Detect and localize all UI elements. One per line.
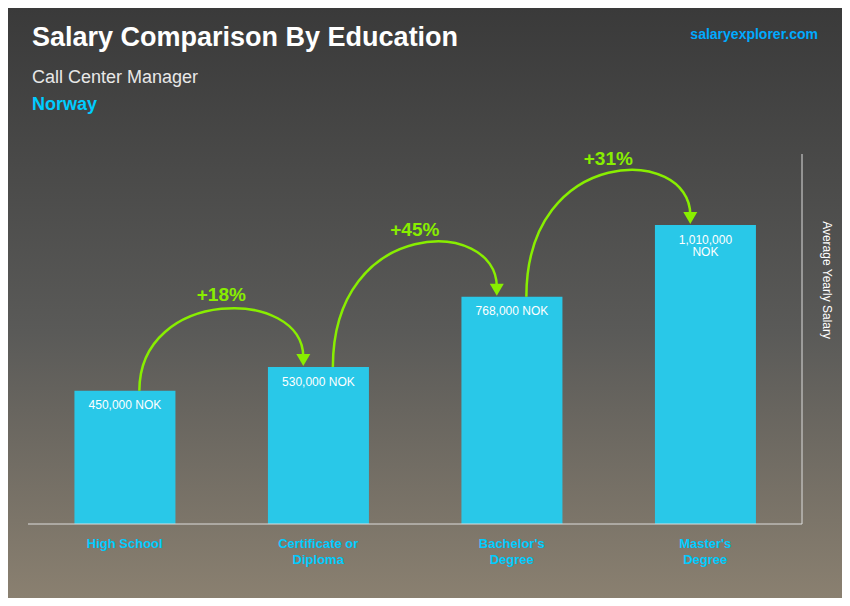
svg-text:Certificate orDiploma: Certificate orDiploma [278,536,358,567]
svg-text:Bachelor'sDegree: Bachelor'sDegree [479,536,545,567]
html-text:Norway: Norway [32,94,97,114]
svg-text:1,010,000NOK: 1,010,000NOK [679,233,733,259]
svg-text:530,000 NOK: 530,000 NOK [282,375,355,389]
svg-text:+45%: +45% [390,219,439,240]
svg-text:Master'sDegree: Master'sDegree [679,536,731,567]
svg-text:768,000 NOK: 768,000 NOK [476,304,549,318]
svg-text:450,000 NOK: 450,000 NOK [89,398,162,412]
html-text:Call Center Manager: Call Center Manager [32,67,199,87]
html-text:salaryexplorer.com: salaryexplorer.com [690,26,818,42]
svg-text:+31%: +31% [584,148,633,169]
svg-text:High School: High School [87,536,163,551]
svg-text:+18%: +18% [197,284,246,305]
html-text:Salary Comparison By Education: Salary Comparison By Education [32,22,459,52]
svg-text:Average Yearly Salary: Average Yearly Salary [820,221,834,339]
